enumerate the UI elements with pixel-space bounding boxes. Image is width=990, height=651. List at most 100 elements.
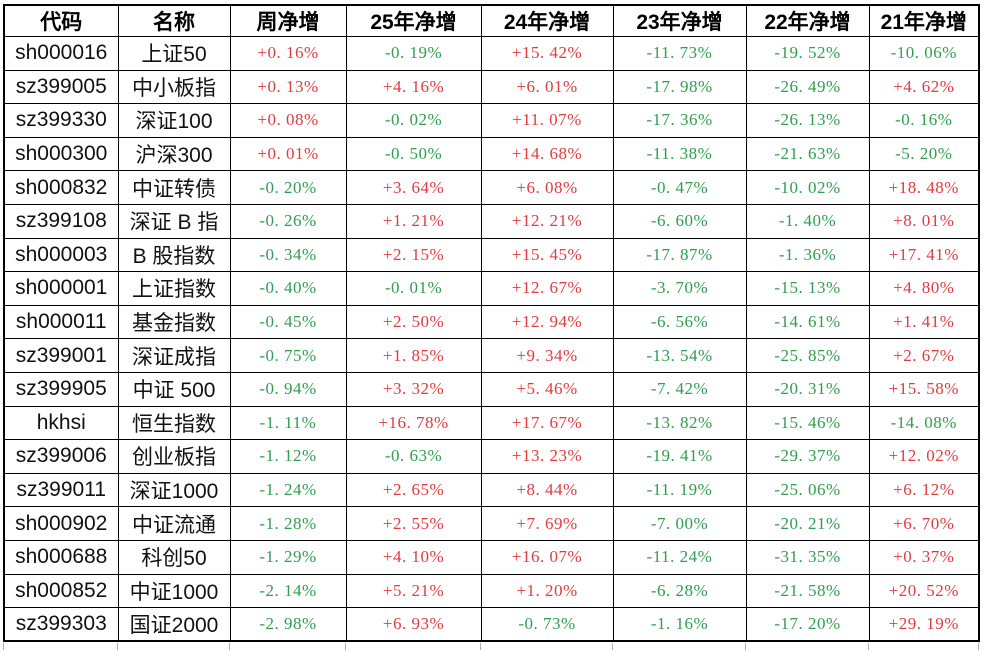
value-cell: +8. 01% xyxy=(868,203,980,239)
table-row[interactable]: sz399011 深证1000 -1. 24% +2. 65% +8. 44% -11. … xyxy=(3,472,980,508)
table-row[interactable]: sh000001 上证指数 -0. 40% -0. 01% +12. 67% -3. 70… xyxy=(3,271,980,306)
code-cell: sh000300 xyxy=(3,136,119,172)
value-cell: -20. 31% xyxy=(745,371,870,407)
value-cell: +11. 07% xyxy=(480,103,614,138)
value-cell: -13. 82% xyxy=(612,405,747,441)
value-cell: +1. 21% xyxy=(345,203,482,239)
value-cell: +4. 16% xyxy=(345,69,482,105)
value-cell: +7. 69% xyxy=(480,506,614,541)
value-cell: -17. 98% xyxy=(612,69,747,105)
value-cell: -0. 75% xyxy=(229,338,347,373)
value-cell: -0. 73% xyxy=(480,607,614,642)
value-cell: +12. 67% xyxy=(480,271,614,306)
name-cell: B 股指数 xyxy=(117,237,231,273)
table-body: sh000016 上证50 +0. 16% -0. 19% +15. 42% -11. 7… xyxy=(3,36,980,642)
value-cell: -6. 28% xyxy=(612,573,747,609)
value-cell: -19. 41% xyxy=(612,439,747,474)
table-row[interactable]: sz399905 中证 500 -0. 94% +3. 32% +5. 46% -7. 4… xyxy=(3,371,980,407)
value-cell: -1. 28% xyxy=(229,506,347,541)
value-cell: +17. 67% xyxy=(480,405,614,441)
value-cell: +15. 45% xyxy=(480,237,614,273)
value-cell: -17. 36% xyxy=(612,103,747,138)
value-cell: -0. 63% xyxy=(345,439,482,474)
name-cell: 上证50 xyxy=(117,36,231,71)
code-cell: sz399006 xyxy=(3,439,119,474)
value-cell: -6. 60% xyxy=(612,203,747,239)
table-row[interactable]: sh000688 科创50 -1. 29% +4. 10% +16. 07% -11. 2… xyxy=(3,539,980,575)
table-row[interactable]: sh000902 中证流通 -1. 28% +2. 55% +7. 69% -7. 00%… xyxy=(3,506,980,541)
value-cell: +14. 68% xyxy=(480,136,614,172)
table-row[interactable]: sz399001 深证成指 -0. 75% +1. 85% +9. 34% -13. 54… xyxy=(3,338,980,373)
value-cell: -15. 46% xyxy=(745,405,870,441)
value-cell: +12. 21% xyxy=(480,203,614,239)
table-row[interactable]: sz399006 创业板指 -1. 12% -0. 63% +13. 23% -19. 4… xyxy=(3,439,980,474)
value-cell: -13. 54% xyxy=(612,338,747,373)
value-cell: -0. 02% xyxy=(345,103,482,138)
table-row[interactable]: sh000832 中证转债 -0. 20% +3. 64% +6. 08% -0. 47%… xyxy=(3,170,980,205)
table-row[interactable]: sz399108 深证 B 指 -0. 26% +1. 21% +12. 21% -6. … xyxy=(3,203,980,239)
value-cell: +0. 13% xyxy=(229,69,347,105)
value-cell: +3. 64% xyxy=(345,170,482,205)
value-cell: -10. 02% xyxy=(745,170,870,205)
table-row[interactable]: sh000011 基金指数 -0. 45% +2. 50% +12. 94% -6. 56… xyxy=(3,304,980,340)
code-cell: sh000688 xyxy=(3,539,119,575)
grid-line-stub xyxy=(229,643,230,650)
value-cell: +15. 42% xyxy=(480,36,614,71)
value-cell: -11. 38% xyxy=(612,136,747,172)
code-cell: sz399108 xyxy=(3,203,119,239)
value-cell: -1. 40% xyxy=(745,203,870,239)
value-cell: -0. 47% xyxy=(612,170,747,205)
value-cell: +3. 32% xyxy=(345,371,482,407)
value-cell: +1. 41% xyxy=(868,304,980,340)
value-cell: -1. 16% xyxy=(612,607,747,642)
value-cell: +6. 12% xyxy=(868,472,980,508)
code-cell: sz399005 xyxy=(3,69,119,105)
value-cell: +4. 10% xyxy=(345,539,482,575)
value-cell: +2. 67% xyxy=(868,338,980,373)
value-cell: -1. 11% xyxy=(229,405,347,441)
grid-line-stub xyxy=(612,643,613,650)
value-cell: -29. 37% xyxy=(745,439,870,474)
value-cell: -5. 20% xyxy=(868,136,980,172)
code-cell: sz399905 xyxy=(3,371,119,407)
value-cell: -14. 61% xyxy=(745,304,870,340)
table-row[interactable]: sz399303 国证2000 -2. 98% +6. 93% -0. 73% -1. 1… xyxy=(3,607,980,642)
value-cell: -10. 06% xyxy=(868,36,980,71)
value-cell: +12. 02% xyxy=(868,439,980,474)
value-cell: -26. 13% xyxy=(745,103,870,138)
name-cell: 深证成指 xyxy=(117,338,231,373)
value-cell: +16. 07% xyxy=(480,539,614,575)
table-row[interactable]: sh000852 中证1000 -2. 14% +5. 21% +1. 20% -6. 2… xyxy=(3,573,980,609)
value-cell: -7. 00% xyxy=(612,506,747,541)
value-cell: -0. 26% xyxy=(229,203,347,239)
value-cell: -7. 42% xyxy=(612,371,747,407)
table-row[interactable]: sh000016 上证50 +0. 16% -0. 19% +15. 42% -11. 7… xyxy=(3,36,980,71)
value-cell: -20. 21% xyxy=(745,506,870,541)
value-cell: -1. 24% xyxy=(229,472,347,508)
value-cell: -11. 24% xyxy=(612,539,747,575)
column-header-7: 21年净增 xyxy=(868,4,980,37)
value-cell: -15. 13% xyxy=(745,271,870,306)
name-cell: 中证1000 xyxy=(117,573,231,609)
table-row[interactable]: sz399330 深证100 +0. 08% -0. 02% +11. 07% -17. … xyxy=(3,103,980,138)
value-cell: +13. 23% xyxy=(480,439,614,474)
value-cell: -0. 19% xyxy=(345,36,482,71)
value-cell: -17. 87% xyxy=(612,237,747,273)
value-cell: -25. 06% xyxy=(745,472,870,508)
value-cell: +0. 08% xyxy=(229,103,347,138)
value-cell: +4. 62% xyxy=(868,69,980,105)
code-cell: sh000832 xyxy=(3,170,119,205)
value-cell: +12. 94% xyxy=(480,304,614,340)
table-row[interactable]: sh000300 沪深300 +0. 01% -0. 50% +14. 68% -11. … xyxy=(3,136,980,172)
value-cell: +20. 52% xyxy=(868,573,980,609)
table-row[interactable]: sz399005 中小板指 +0. 13% +4. 16% +6. 01% -17. 98… xyxy=(3,69,980,105)
table-row[interactable]: sh000003 B 股指数 -0. 34% +2. 15% +15. 45% -17. … xyxy=(3,237,980,273)
value-cell: +17. 41% xyxy=(868,237,980,273)
code-cell: sh000011 xyxy=(3,304,119,340)
name-cell: 深证100 xyxy=(117,103,231,138)
header-row: 代码 名称 周净增 25年净增 24年净增 23年净增 22年净增 21年净增 xyxy=(3,4,980,37)
table-row[interactable]: hkhsi 恒生指数 -1. 11% +16. 78% +17. 67% -13. 82%… xyxy=(3,405,980,441)
column-header-5: 23年净增 xyxy=(612,4,747,37)
code-cell: sz399303 xyxy=(3,607,119,642)
